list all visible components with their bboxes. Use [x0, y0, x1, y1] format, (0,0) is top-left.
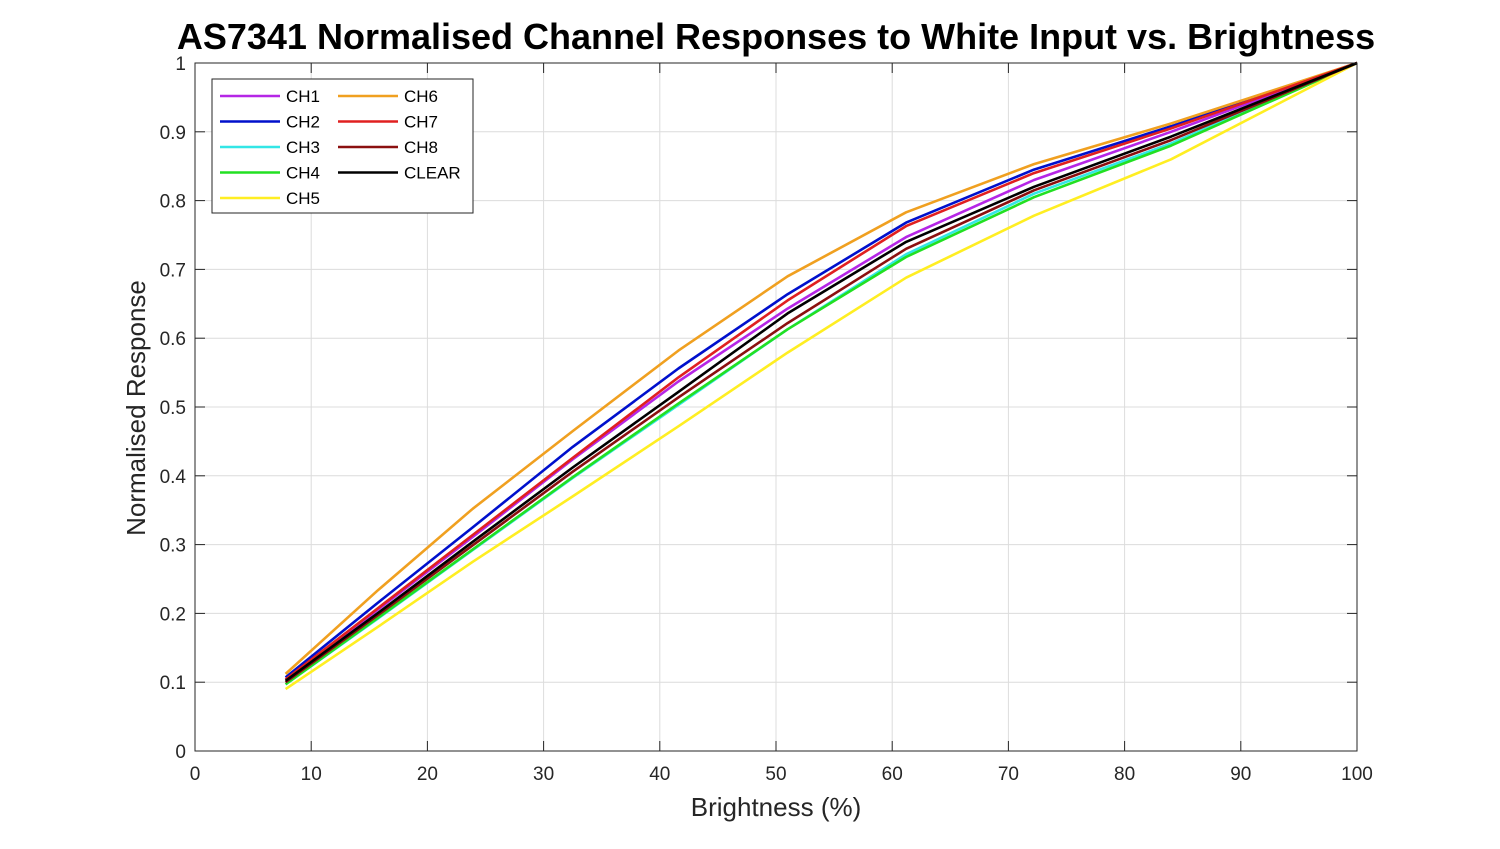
x-tick-label: 30: [533, 764, 554, 785]
series-line-ch7: [284, 61, 1358, 681]
series-line-ch4: [284, 61, 1358, 686]
legend-label-ch7: CH7: [404, 113, 438, 132]
axis-ticks: 0 10 20 30 40 50 60 70 80 90 100 0 0.1 0.2 0.3 0.4 0.5 0.…: [160, 54, 1373, 785]
y-tick-label: 1: [175, 54, 186, 75]
x-tick-label: 40: [649, 764, 670, 785]
legend-label-ch5: CH5: [286, 189, 320, 208]
y-tick-label: 0.5: [160, 398, 186, 419]
y-tick-label: 0.1: [160, 673, 186, 694]
x-tick-label: 0: [190, 764, 201, 785]
series-lines: [284, 61, 1358, 691]
y-tick-label: 0.2: [160, 604, 186, 625]
x-tick-label: 20: [417, 764, 438, 785]
y-tick-label: 0.6: [160, 329, 186, 350]
x-tick-label: 100: [1341, 764, 1373, 785]
legend-label-ch6: CH6: [404, 87, 438, 106]
series-line-ch5: [284, 61, 1358, 691]
y-axis-label: Normalised Response: [121, 280, 151, 536]
series-line-ch8: [284, 61, 1358, 684]
chart-title: AS7341 Normalised Channel Responses to W…: [177, 16, 1375, 57]
x-tick-label: 90: [1230, 764, 1251, 785]
legend-label-ch8: CH8: [404, 138, 438, 157]
x-tick-label: 60: [882, 764, 903, 785]
legend-label-ch1: CH1: [286, 87, 320, 106]
y-tick-label: 0.4: [160, 467, 187, 488]
y-tick-label: 0: [175, 742, 186, 763]
legend-label-clear: CLEAR: [404, 164, 461, 183]
legend-label-ch4: CH4: [286, 164, 320, 183]
x-tick-label: 70: [998, 764, 1019, 785]
series-line-clear: [284, 61, 1358, 682]
legend-label-ch2: CH2: [286, 113, 320, 132]
legend-label-ch3: CH3: [286, 138, 320, 157]
series-line-ch6: [284, 61, 1358, 675]
x-tick-label: 10: [301, 764, 322, 785]
legend: CH1 CH2 CH3 CH4 CH5 CH6 CH7 CH8 CLEAR: [211, 78, 474, 214]
y-tick-label: 0.3: [160, 536, 186, 557]
y-tick-label: 0.8: [160, 192, 186, 213]
grid: [195, 63, 1357, 751]
x-axis-label: Brightness (%): [691, 792, 862, 822]
series-line-ch1: [284, 61, 1358, 681]
y-tick-label: 0.9: [160, 123, 186, 144]
x-tick-label: 50: [765, 764, 786, 785]
x-tick-label: 80: [1114, 764, 1135, 785]
series-line-ch2: [284, 61, 1358, 679]
y-tick-label: 0.7: [160, 260, 186, 281]
